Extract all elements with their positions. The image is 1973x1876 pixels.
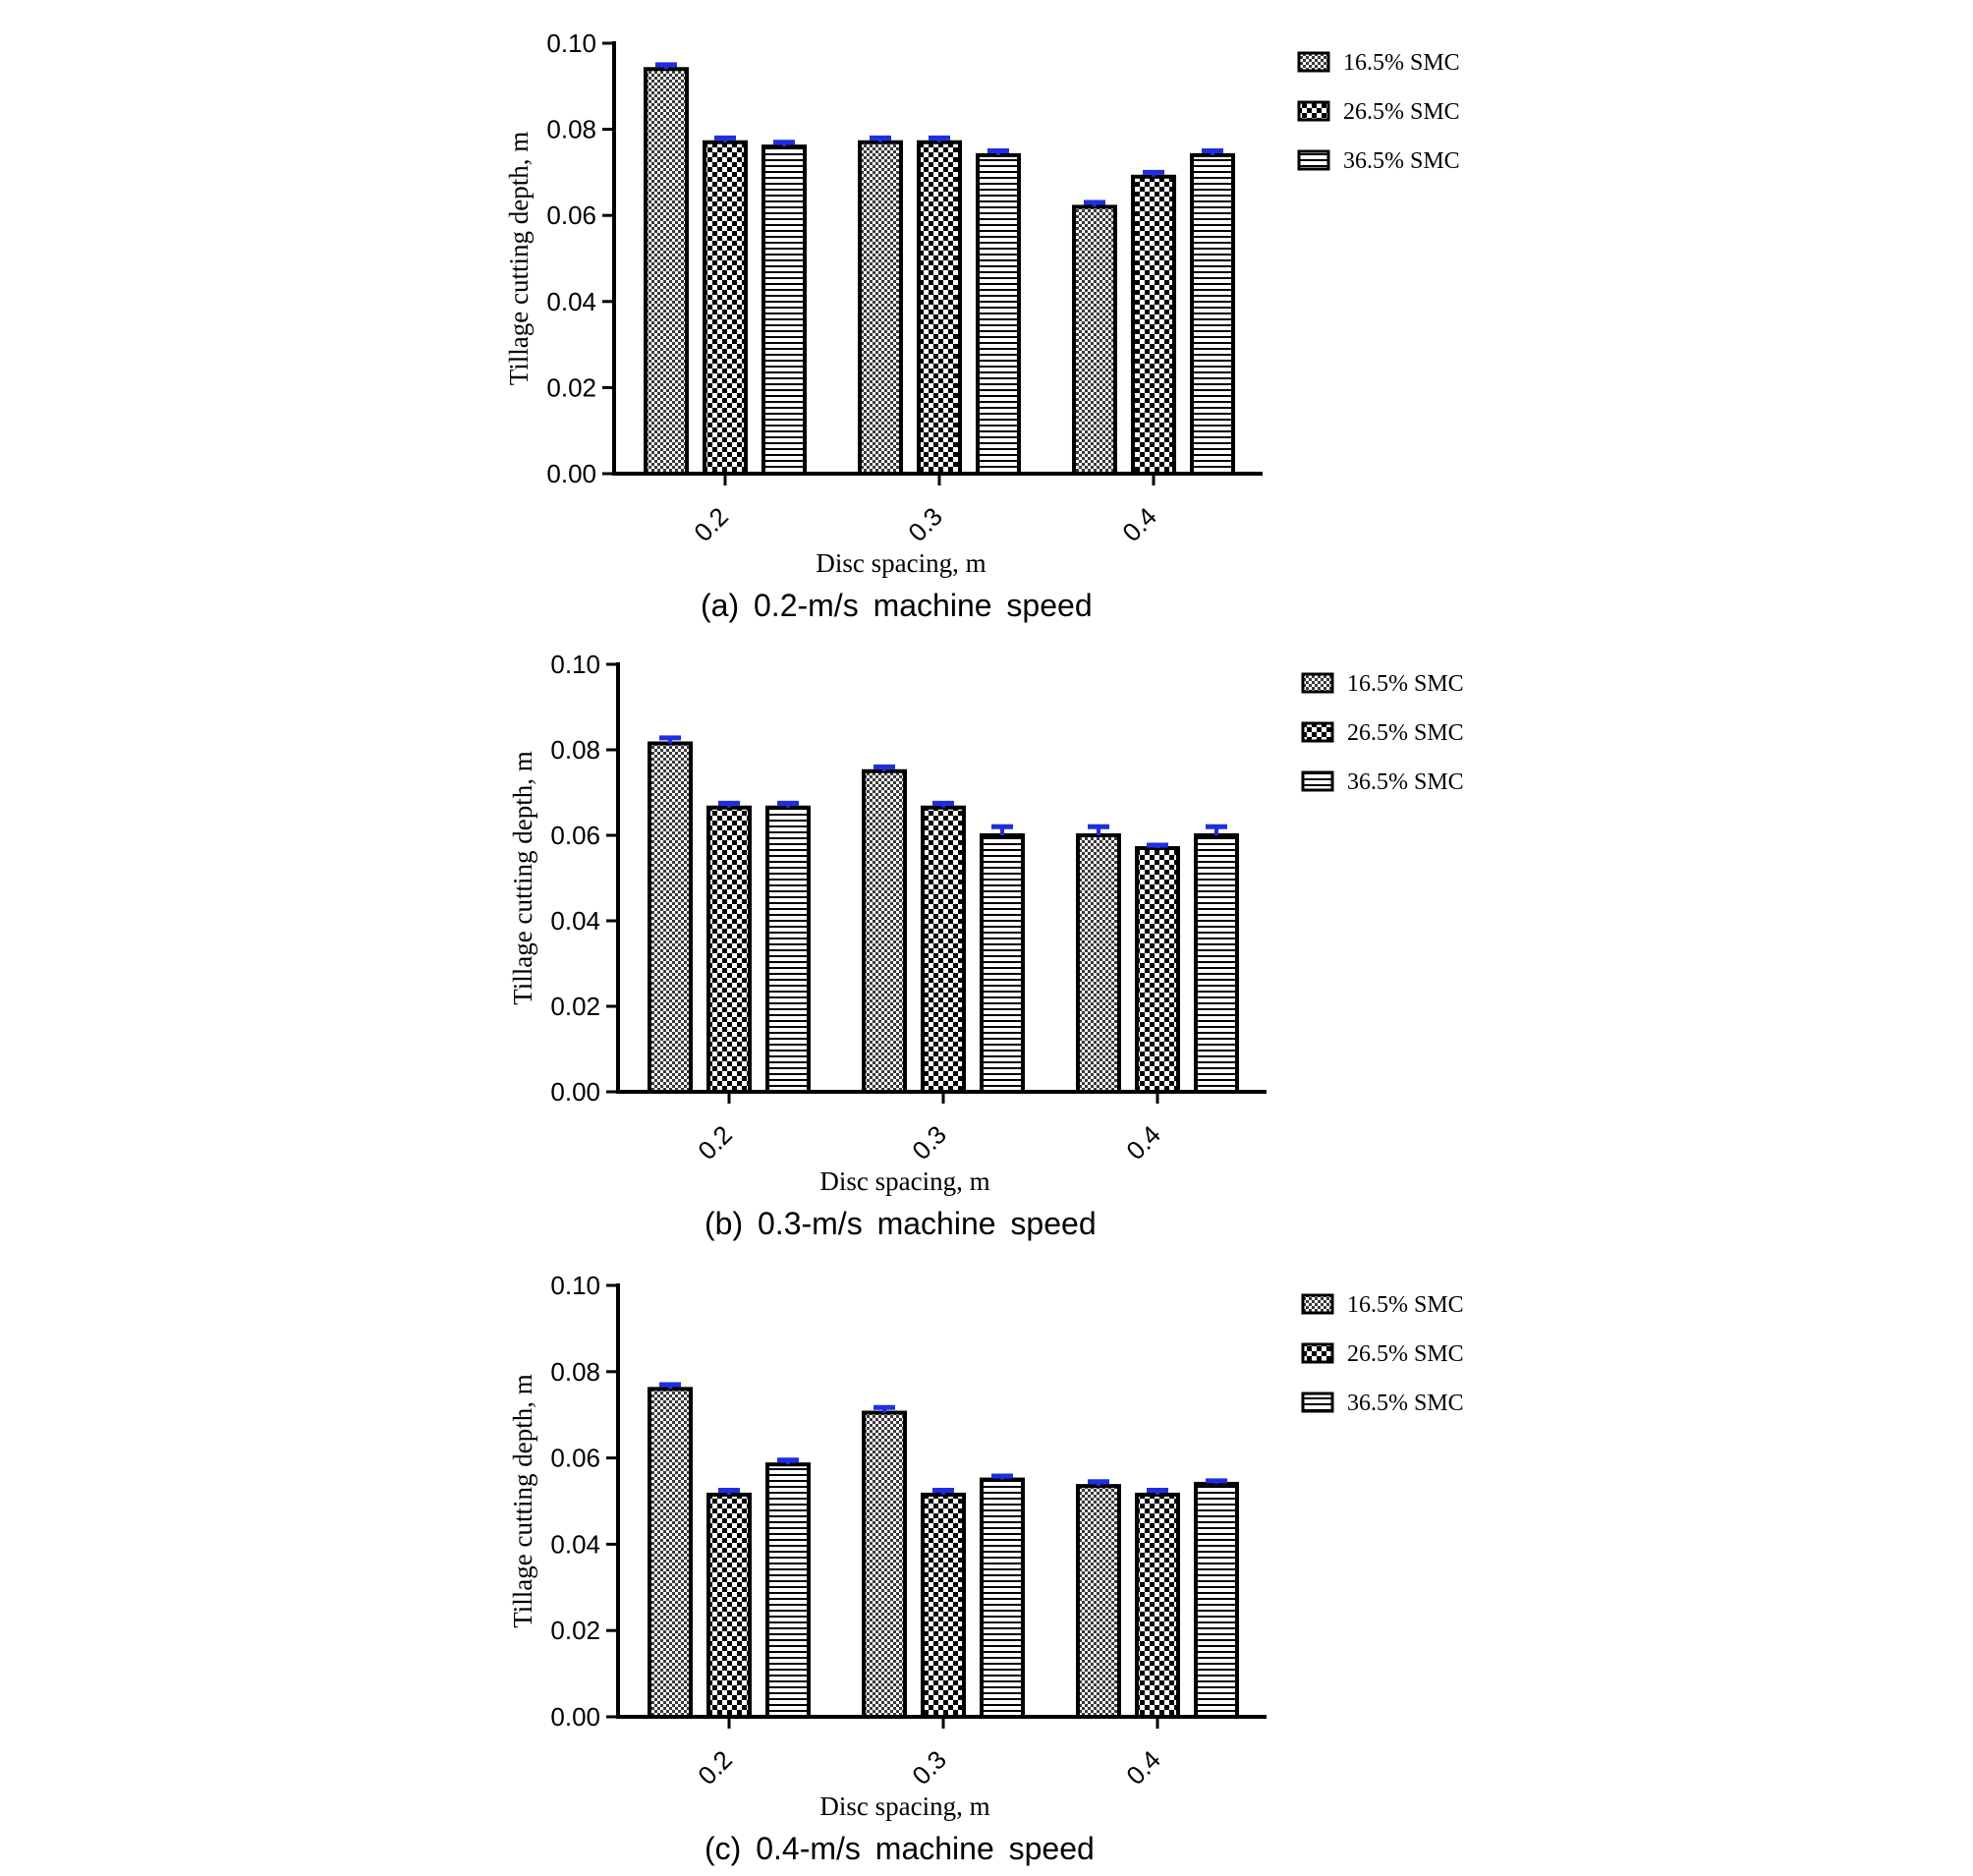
- bar: [1135, 1492, 1180, 1720]
- x-tick-label: 0.2: [692, 1744, 738, 1791]
- bar: [1076, 1484, 1121, 1720]
- bar: [1076, 833, 1121, 1094]
- chart-caption: (b) 0.3-m/s machine speed: [705, 1206, 1097, 1241]
- bar: [765, 1462, 811, 1720]
- x-tick-label: 0.3: [906, 1744, 952, 1791]
- y-axis-title: Tillage cutting depth, m: [504, 132, 534, 386]
- legend: 16.5% SMC 26.5% SMC 36.5% SMC: [1297, 50, 1460, 174]
- y-tick-label: 0.06: [550, 821, 600, 850]
- bar: [1190, 152, 1235, 476]
- bar: [917, 140, 962, 477]
- legend-label: 36.5% SMC: [1347, 1391, 1464, 1416]
- chart-panel-3: 0.00 0.02 0.04 0.06 0.08 0.10 0.2 0.3 0.4 Tillage…: [508, 1271, 1464, 1866]
- legend-label: 26.5% SMC: [1347, 1341, 1464, 1367]
- legend: 16.5% SMC 26.5% SMC 36.5% SMC: [1301, 1292, 1464, 1416]
- y-tick-label: 0.08: [546, 115, 596, 144]
- y-tick-label: 0.00: [550, 1077, 600, 1107]
- bar: [858, 140, 903, 477]
- y-tick-label: 0.04: [546, 287, 596, 316]
- y-tick-label: 0.06: [550, 1444, 600, 1473]
- y-tick-label: 0.10: [550, 650, 600, 679]
- x-axis-title: Disc spacing, m: [819, 1791, 989, 1821]
- legend-label: 36.5% SMC: [1347, 769, 1464, 795]
- legend-swatch: [1297, 51, 1330, 73]
- legend: 16.5% SMC 26.5% SMC 36.5% SMC: [1301, 671, 1464, 795]
- legend-swatch: [1301, 721, 1334, 743]
- y-tick-label: 0.08: [550, 735, 600, 765]
- bar: [1072, 204, 1117, 476]
- chart-caption: (c) 0.4-m/s machine speed: [705, 1831, 1095, 1866]
- y-tick-label: 0.02: [550, 1616, 600, 1645]
- legend-swatch: [1297, 149, 1330, 171]
- x-axis-title: Disc spacing, m: [816, 548, 986, 578]
- bar: [703, 140, 748, 477]
- x-tick-label: 0.3: [902, 501, 948, 547]
- bar: [706, 1492, 752, 1720]
- chart-caption: (a) 0.2-m/s machine speed: [701, 588, 1093, 623]
- y-tick-label: 0.04: [550, 1529, 600, 1559]
- bar: [980, 1477, 1025, 1720]
- bar: [706, 805, 752, 1094]
- bar: [648, 741, 693, 1094]
- y-tick-label: 0.06: [546, 200, 596, 230]
- bar: [1135, 846, 1180, 1094]
- x-tick-label: 0.4: [1120, 1744, 1166, 1791]
- legend-swatch: [1297, 100, 1330, 122]
- legend-label: 16.5% SMC: [1343, 50, 1460, 76]
- legend-label: 16.5% SMC: [1347, 1292, 1464, 1318]
- legend-swatch: [1301, 672, 1334, 694]
- bar: [976, 152, 1021, 476]
- x-axis-title: Disc spacing, m: [819, 1166, 989, 1196]
- y-axis-title: Tillage cutting depth, m: [508, 751, 537, 1005]
- y-tick-label: 0.10: [550, 1271, 600, 1300]
- legend-label: 26.5% SMC: [1343, 99, 1460, 125]
- x-tick-label: 0.2: [692, 1119, 738, 1165]
- bar: [921, 1492, 966, 1720]
- x-tick-label: 0.4: [1116, 501, 1162, 547]
- legend-label: 36.5% SMC: [1343, 148, 1460, 174]
- bar: [1194, 1481, 1239, 1719]
- legend-label: 26.5% SMC: [1347, 720, 1464, 746]
- legend-label: 16.5% SMC: [1347, 671, 1464, 697]
- y-tick-label: 0.02: [546, 372, 596, 402]
- y-tick-label: 0.02: [550, 992, 600, 1021]
- bar: [1194, 833, 1239, 1094]
- legend-swatch: [1301, 1342, 1334, 1364]
- y-tick-label: 0.00: [550, 1702, 600, 1732]
- x-tick-label: 0.3: [906, 1119, 952, 1165]
- y-axis-title: Tillage cutting depth, m: [508, 1374, 537, 1628]
- x-tick-label: 0.2: [688, 501, 734, 547]
- legend-swatch: [1301, 770, 1334, 792]
- bar: [1131, 174, 1176, 476]
- legend-swatch: [1301, 1392, 1334, 1413]
- chart-panel-2: 0.00 0.02 0.04 0.06 0.08 0.10 0.2 0.3 0.4 Tillage…: [508, 650, 1464, 1241]
- y-tick-label: 0.00: [546, 459, 596, 488]
- x-tick-label: 0.4: [1120, 1119, 1166, 1165]
- y-tick-label: 0.08: [550, 1357, 600, 1387]
- bar: [765, 805, 811, 1094]
- bar: [761, 144, 807, 476]
- bar: [980, 833, 1025, 1094]
- y-tick-label: 0.04: [550, 906, 600, 936]
- bar: [648, 1387, 693, 1719]
- bar: [862, 768, 907, 1094]
- bar: [644, 67, 689, 476]
- legend-swatch: [1301, 1293, 1334, 1315]
- y-tick-label: 0.10: [546, 28, 596, 58]
- chart-panel-1: 0.00 0.02 0.04 0.06 0.08 0.10 0.2 0.3 0.4 Tillage…: [504, 28, 1460, 623]
- bar: [862, 1410, 907, 1719]
- bar: [921, 805, 966, 1094]
